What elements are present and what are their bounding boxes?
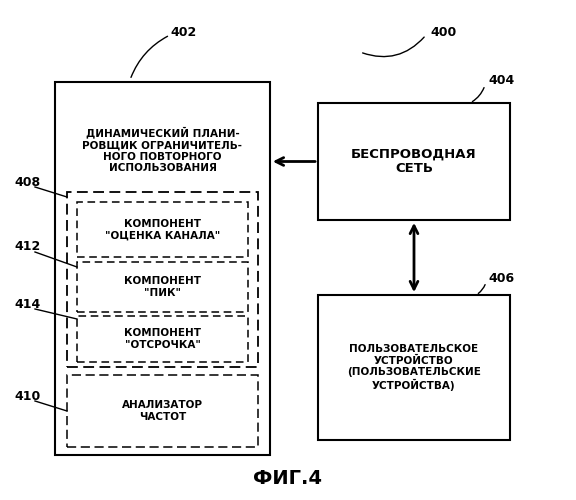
Text: КОМПОНЕНТ
"ОТСРОЧКА": КОМПОНЕНТ "ОТСРОЧКА" bbox=[124, 328, 201, 350]
Text: ПОЛЬЗОВАТЕЛЬСКОЕ
УСТРОЙСТВО
(ПОЛЬЗОВАТЕЛЬСКИЕ
УСТРОЙСТВА): ПОЛЬЗОВАТЕЛЬСКОЕ УСТРОЙСТВО (ПОЛЬЗОВАТЕЛ… bbox=[347, 344, 481, 391]
Text: 412: 412 bbox=[14, 240, 40, 254]
Bar bbox=[77, 316, 248, 362]
Bar bbox=[55, 82, 270, 455]
Text: 402: 402 bbox=[170, 26, 196, 38]
Text: 406: 406 bbox=[488, 272, 514, 284]
Text: 404: 404 bbox=[488, 74, 514, 86]
Bar bbox=[77, 262, 248, 312]
Text: КОМПОНЕНТ
"ОЦЕНКА КАНАЛА": КОМПОНЕНТ "ОЦЕНКА КАНАЛА" bbox=[105, 218, 220, 240]
Bar bbox=[318, 295, 510, 440]
Bar bbox=[77, 202, 248, 257]
Text: ДИНАМИЧЕСКИЙ ПЛАНИ-
РОВЩИК ОГРАНИЧИТЕЛЬ-
НОГО ПОВТОРНОГО
ИСПОЛЬЗОВАНИЯ: ДИНАМИЧЕСКИЙ ПЛАНИ- РОВЩИК ОГРАНИЧИТЕЛЬ-… bbox=[82, 126, 242, 174]
Text: 414: 414 bbox=[14, 298, 40, 310]
Text: КОМПОНЕНТ
"ПИК": КОМПОНЕНТ "ПИК" bbox=[124, 276, 201, 298]
Text: 400: 400 bbox=[430, 26, 456, 38]
Text: БЕСПРОВОДНАЯ
СЕТЬ: БЕСПРОВОДНАЯ СЕТЬ bbox=[351, 148, 477, 176]
Text: АНАЛИЗАТОР
ЧАСТОТ: АНАЛИЗАТОР ЧАСТОТ bbox=[122, 400, 203, 422]
Bar bbox=[67, 375, 258, 447]
Bar bbox=[67, 192, 258, 367]
Text: 410: 410 bbox=[14, 390, 40, 402]
Text: ФИГ.4: ФИГ.4 bbox=[253, 468, 323, 487]
Text: 408: 408 bbox=[14, 176, 40, 188]
Bar bbox=[318, 103, 510, 220]
